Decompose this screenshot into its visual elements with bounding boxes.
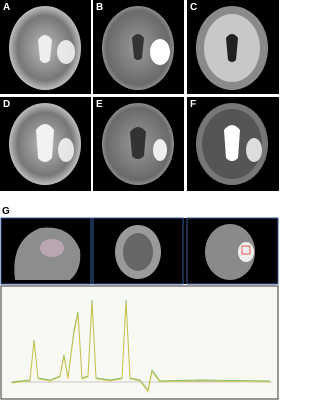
panel-label: C xyxy=(190,2,197,13)
panel-b: B xyxy=(93,0,184,94)
panel-g-images xyxy=(0,217,279,285)
panel-label: E xyxy=(96,99,103,110)
panel-label: A xyxy=(3,2,10,13)
figure: A B C D E F G xyxy=(0,0,279,400)
panel-label: B xyxy=(96,2,103,13)
panel-label: G xyxy=(2,206,10,217)
panel-e: E xyxy=(93,97,184,191)
panel-a: A xyxy=(0,0,91,94)
panel-label: F xyxy=(190,99,196,110)
panel-c: C xyxy=(187,0,279,94)
panel-d: D xyxy=(0,97,91,191)
panel-f: F xyxy=(187,97,279,191)
panel-label: D xyxy=(3,99,10,110)
spectrum xyxy=(0,285,279,400)
